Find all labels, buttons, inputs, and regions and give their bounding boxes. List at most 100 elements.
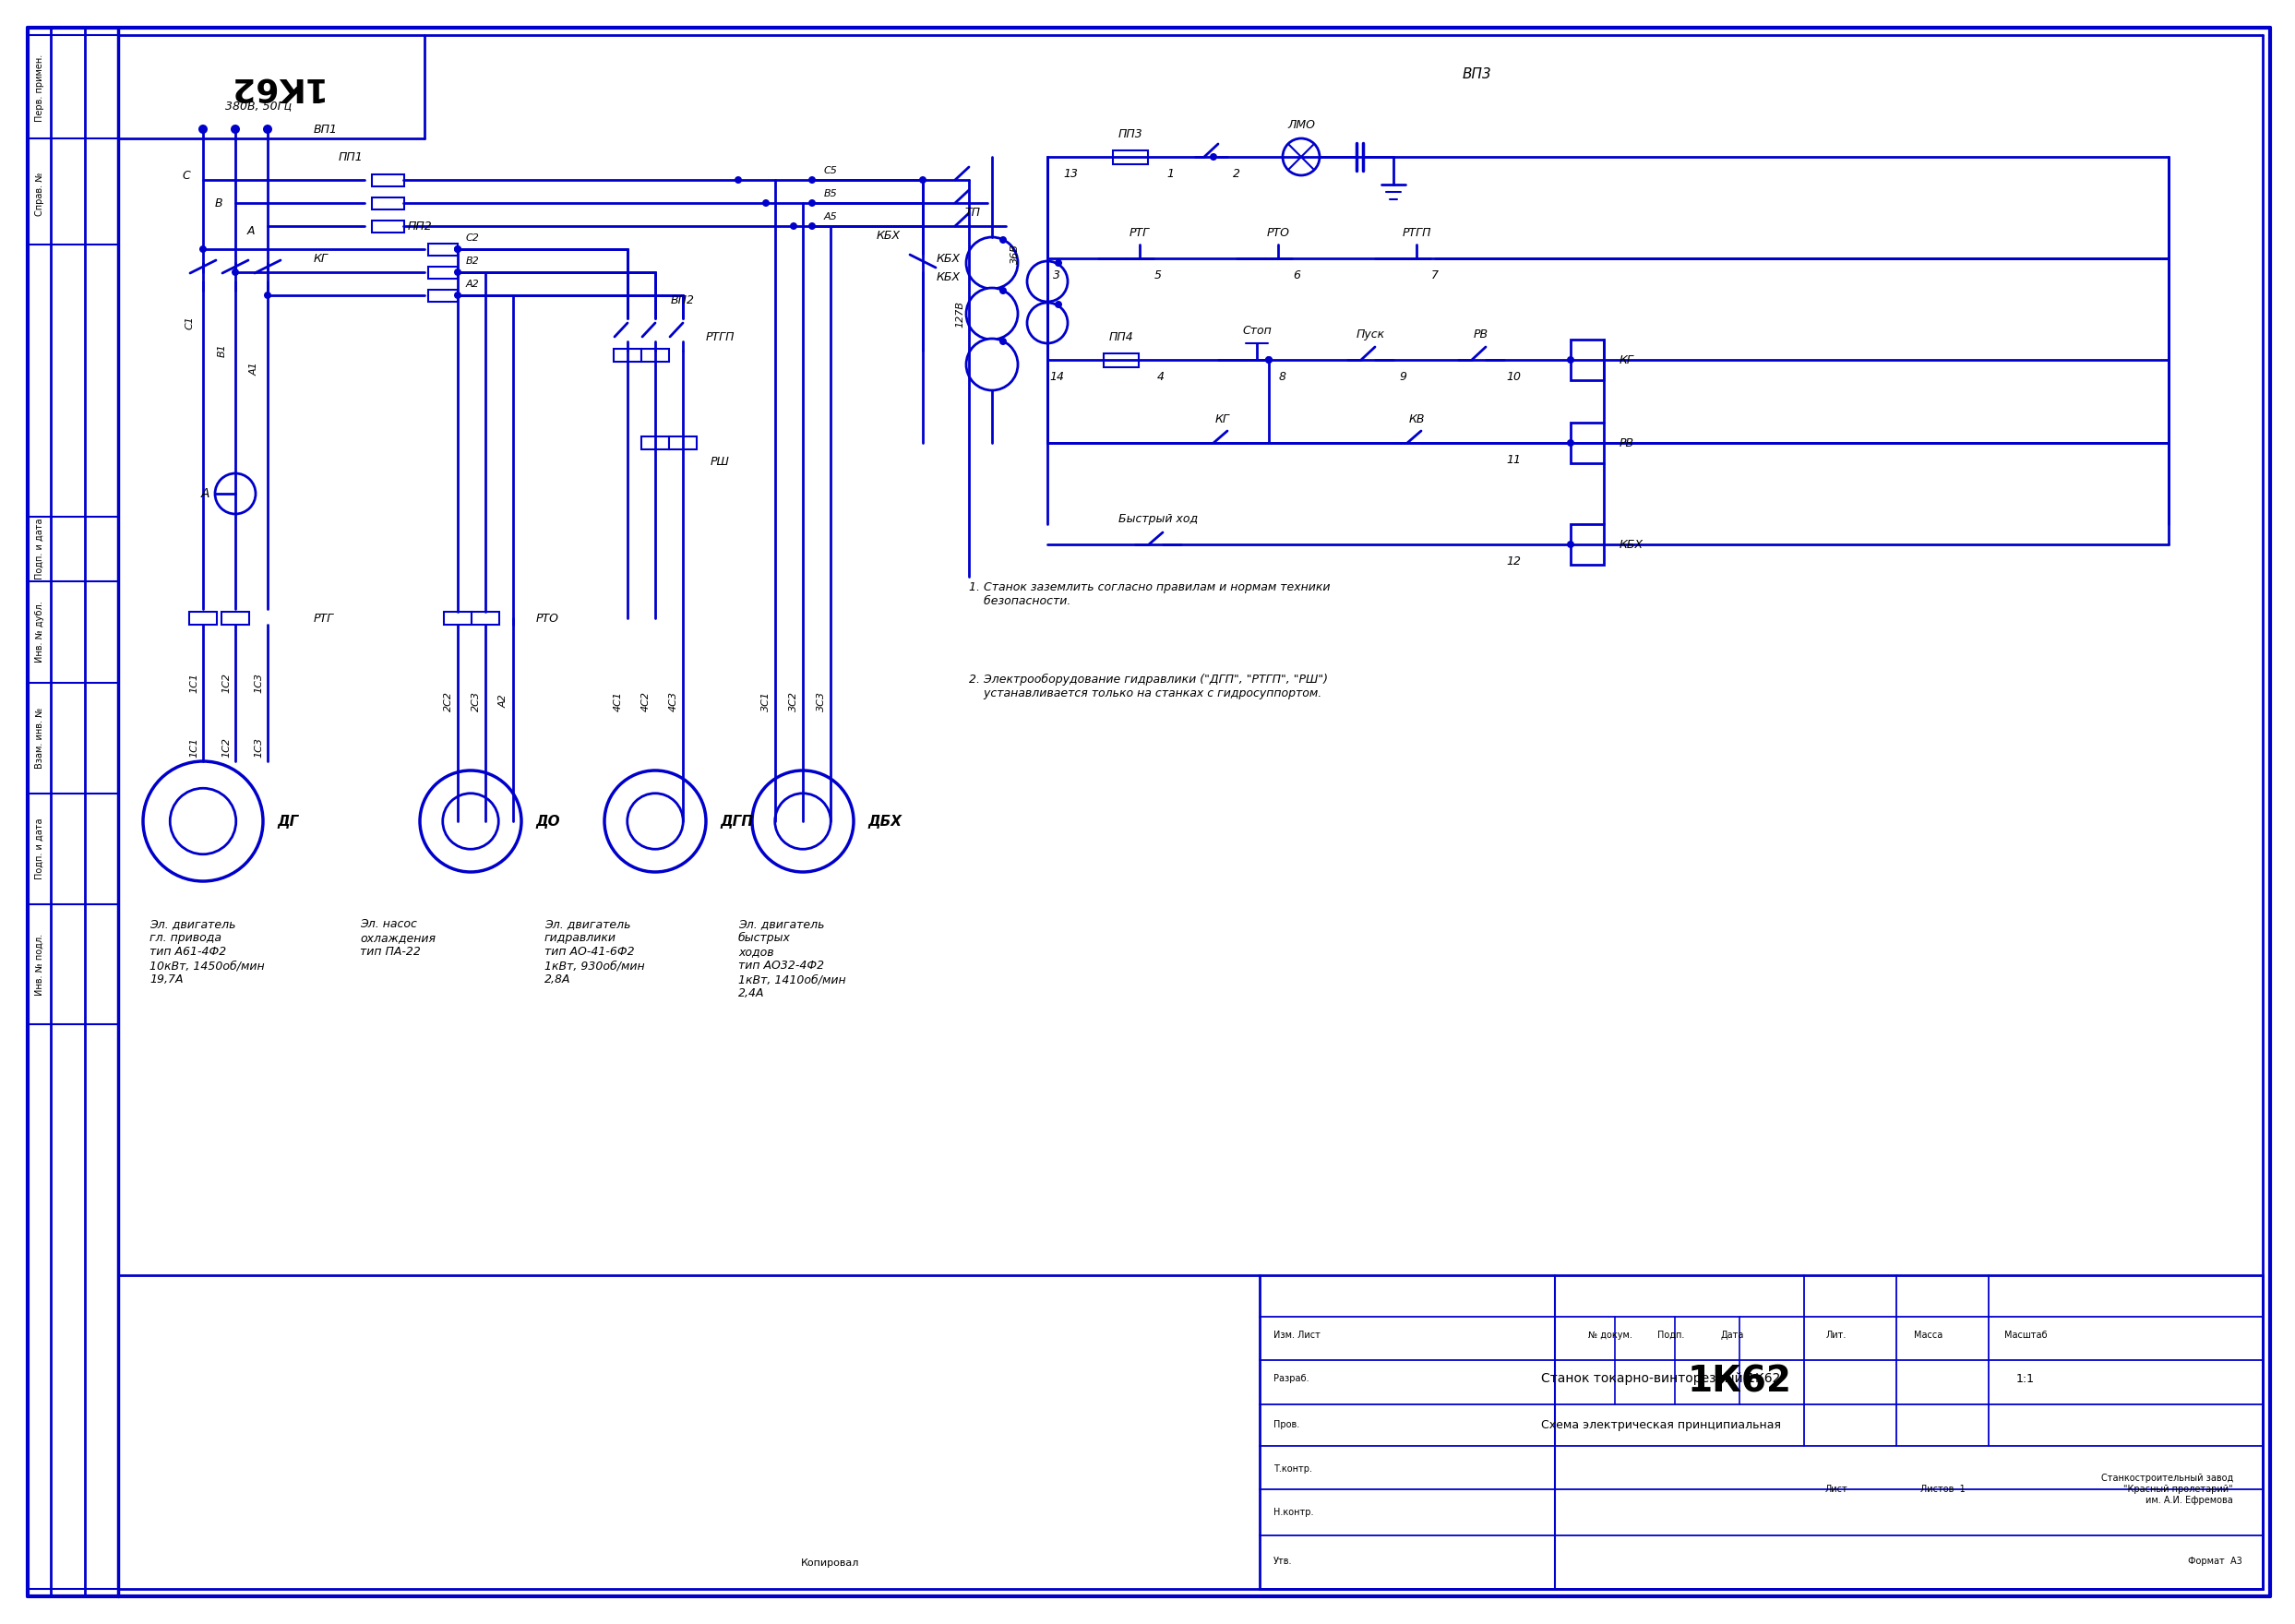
Circle shape <box>1567 356 1574 364</box>
Text: КГ: КГ <box>314 252 328 265</box>
Text: 1С1: 1С1 <box>188 672 197 693</box>
Circle shape <box>1567 438 1574 447</box>
Text: Дата: Дата <box>1721 1330 1744 1340</box>
Circle shape <box>443 793 498 849</box>
Text: РТГП: РТГП <box>707 331 734 343</box>
Text: Подп. и дата: Подп. и дата <box>34 818 44 880</box>
Text: Станок токарно-винторезный 1К62: Станок токарно-винторезный 1К62 <box>1542 1372 1781 1385</box>
Text: 6: 6 <box>1292 270 1301 281</box>
Circle shape <box>998 338 1008 346</box>
Text: КБХ: КБХ <box>936 252 962 265</box>
Text: 4С1: 4С1 <box>613 692 622 711</box>
Text: А2: А2 <box>466 279 480 289</box>
Bar <box>1570 339 1604 380</box>
Text: А5: А5 <box>824 213 838 221</box>
Text: Эл. двигатель
гл. привода
тип А61-4Ф2
10кВт, 1450об/мин
19,7А: Эл. двигатель гл. привода тип А61-4Ф2 10… <box>149 918 264 986</box>
Bar <box>1104 352 1138 367</box>
Circle shape <box>1283 138 1320 175</box>
Bar <box>613 349 640 362</box>
Text: ТП: ТП <box>964 206 980 218</box>
Text: КГ: КГ <box>1620 354 1634 365</box>
Text: 11: 11 <box>1506 453 1522 466</box>
Bar <box>372 174 404 185</box>
Text: ВП2: ВП2 <box>670 294 695 305</box>
Text: 2С3: 2С3 <box>470 692 480 711</box>
Text: А2: А2 <box>500 695 509 708</box>
Text: С5: С5 <box>824 166 838 175</box>
Circle shape <box>264 292 271 299</box>
Text: 1С1: 1С1 <box>188 737 197 757</box>
Text: 4: 4 <box>1157 370 1164 383</box>
Text: 3С2: 3С2 <box>789 692 799 711</box>
Text: Станкостроительный завод
"Красный пролетарий"
им. А.И. Ефремова: Станкостроительный завод "Красный пролет… <box>2100 1475 2233 1504</box>
Text: A: A <box>248 224 255 237</box>
Circle shape <box>1265 356 1271 364</box>
Bar <box>443 612 470 625</box>
Text: 4С3: 4С3 <box>670 692 679 711</box>
Text: A1: A1 <box>250 362 259 375</box>
Text: КБХ: КБХ <box>1620 539 1643 551</box>
Text: Эл. двигатель
гидравлики
тип АО-41-6Ф2
1кВт, 930об/мин
2,8А: Эл. двигатель гидравлики тип АО-41-6Ф2 1… <box>544 918 645 986</box>
Circle shape <box>1056 300 1063 309</box>
Text: КГ: КГ <box>1216 412 1230 425</box>
Text: ЛМО: ЛМО <box>1287 119 1315 130</box>
Text: Масса: Масса <box>1914 1330 1944 1340</box>
Circle shape <box>918 177 927 184</box>
Circle shape <box>998 235 1008 244</box>
Text: 5: 5 <box>1154 270 1161 281</box>
Text: Стоп: Стоп <box>1242 325 1271 336</box>
Text: B: B <box>216 197 223 209</box>
Circle shape <box>232 125 241 133</box>
Bar <box>1113 149 1148 164</box>
Text: ПП4: ПП4 <box>1108 331 1134 343</box>
Circle shape <box>789 222 796 229</box>
Circle shape <box>966 339 1019 390</box>
Text: 3С3: 3С3 <box>817 692 826 711</box>
Circle shape <box>170 788 236 854</box>
Bar <box>429 244 457 255</box>
Text: ДО: ДО <box>535 814 560 828</box>
Circle shape <box>1567 541 1574 549</box>
Circle shape <box>998 287 1008 294</box>
Bar <box>429 289 457 302</box>
Circle shape <box>232 268 239 276</box>
Bar <box>640 349 670 362</box>
Circle shape <box>454 245 461 253</box>
Circle shape <box>776 793 831 849</box>
Text: В2: В2 <box>466 257 480 266</box>
Text: 2: 2 <box>1232 167 1239 180</box>
Text: 1:1: 1:1 <box>2017 1372 2036 1385</box>
Text: ДГ: ДГ <box>278 814 298 828</box>
Text: КБХ: КБХ <box>936 271 962 283</box>
Text: 9: 9 <box>1400 370 1407 383</box>
Text: Лит.: Лит. <box>1827 1330 1847 1340</box>
Text: 1С3: 1С3 <box>255 737 264 757</box>
Text: C: C <box>181 169 190 182</box>
Text: 380В, 50Гц: 380В, 50Гц <box>225 101 291 112</box>
Text: Н.контр.: Н.контр. <box>1274 1507 1313 1517</box>
Bar <box>470 612 500 625</box>
Text: 3: 3 <box>1053 270 1060 281</box>
Text: Пуск: Пуск <box>1356 328 1384 339</box>
Text: B1: B1 <box>218 344 227 357</box>
Circle shape <box>604 770 707 872</box>
Text: C1: C1 <box>186 317 195 330</box>
Text: ПП1: ПП1 <box>337 151 363 162</box>
Circle shape <box>454 268 461 276</box>
Text: 2С2: 2С2 <box>443 692 452 711</box>
Text: Копировал: Копировал <box>801 1559 861 1567</box>
Text: 1С3: 1С3 <box>255 672 264 693</box>
Text: РШ: РШ <box>711 455 730 468</box>
Text: 8: 8 <box>1278 370 1287 383</box>
Text: 12: 12 <box>1506 555 1522 567</box>
Text: 3С1: 3С1 <box>762 692 771 711</box>
Text: А: А <box>200 487 209 500</box>
Text: Справ. №: Справ. № <box>34 172 44 216</box>
Text: Утв.: Утв. <box>1274 1557 1292 1566</box>
Text: Разраб.: Разраб. <box>1274 1374 1308 1384</box>
Text: ПП2: ПП2 <box>409 221 431 232</box>
Text: Подп. и дата: Подп. и дата <box>34 518 44 580</box>
Text: С2: С2 <box>466 234 480 242</box>
Bar <box>670 437 698 450</box>
Circle shape <box>966 287 1019 339</box>
